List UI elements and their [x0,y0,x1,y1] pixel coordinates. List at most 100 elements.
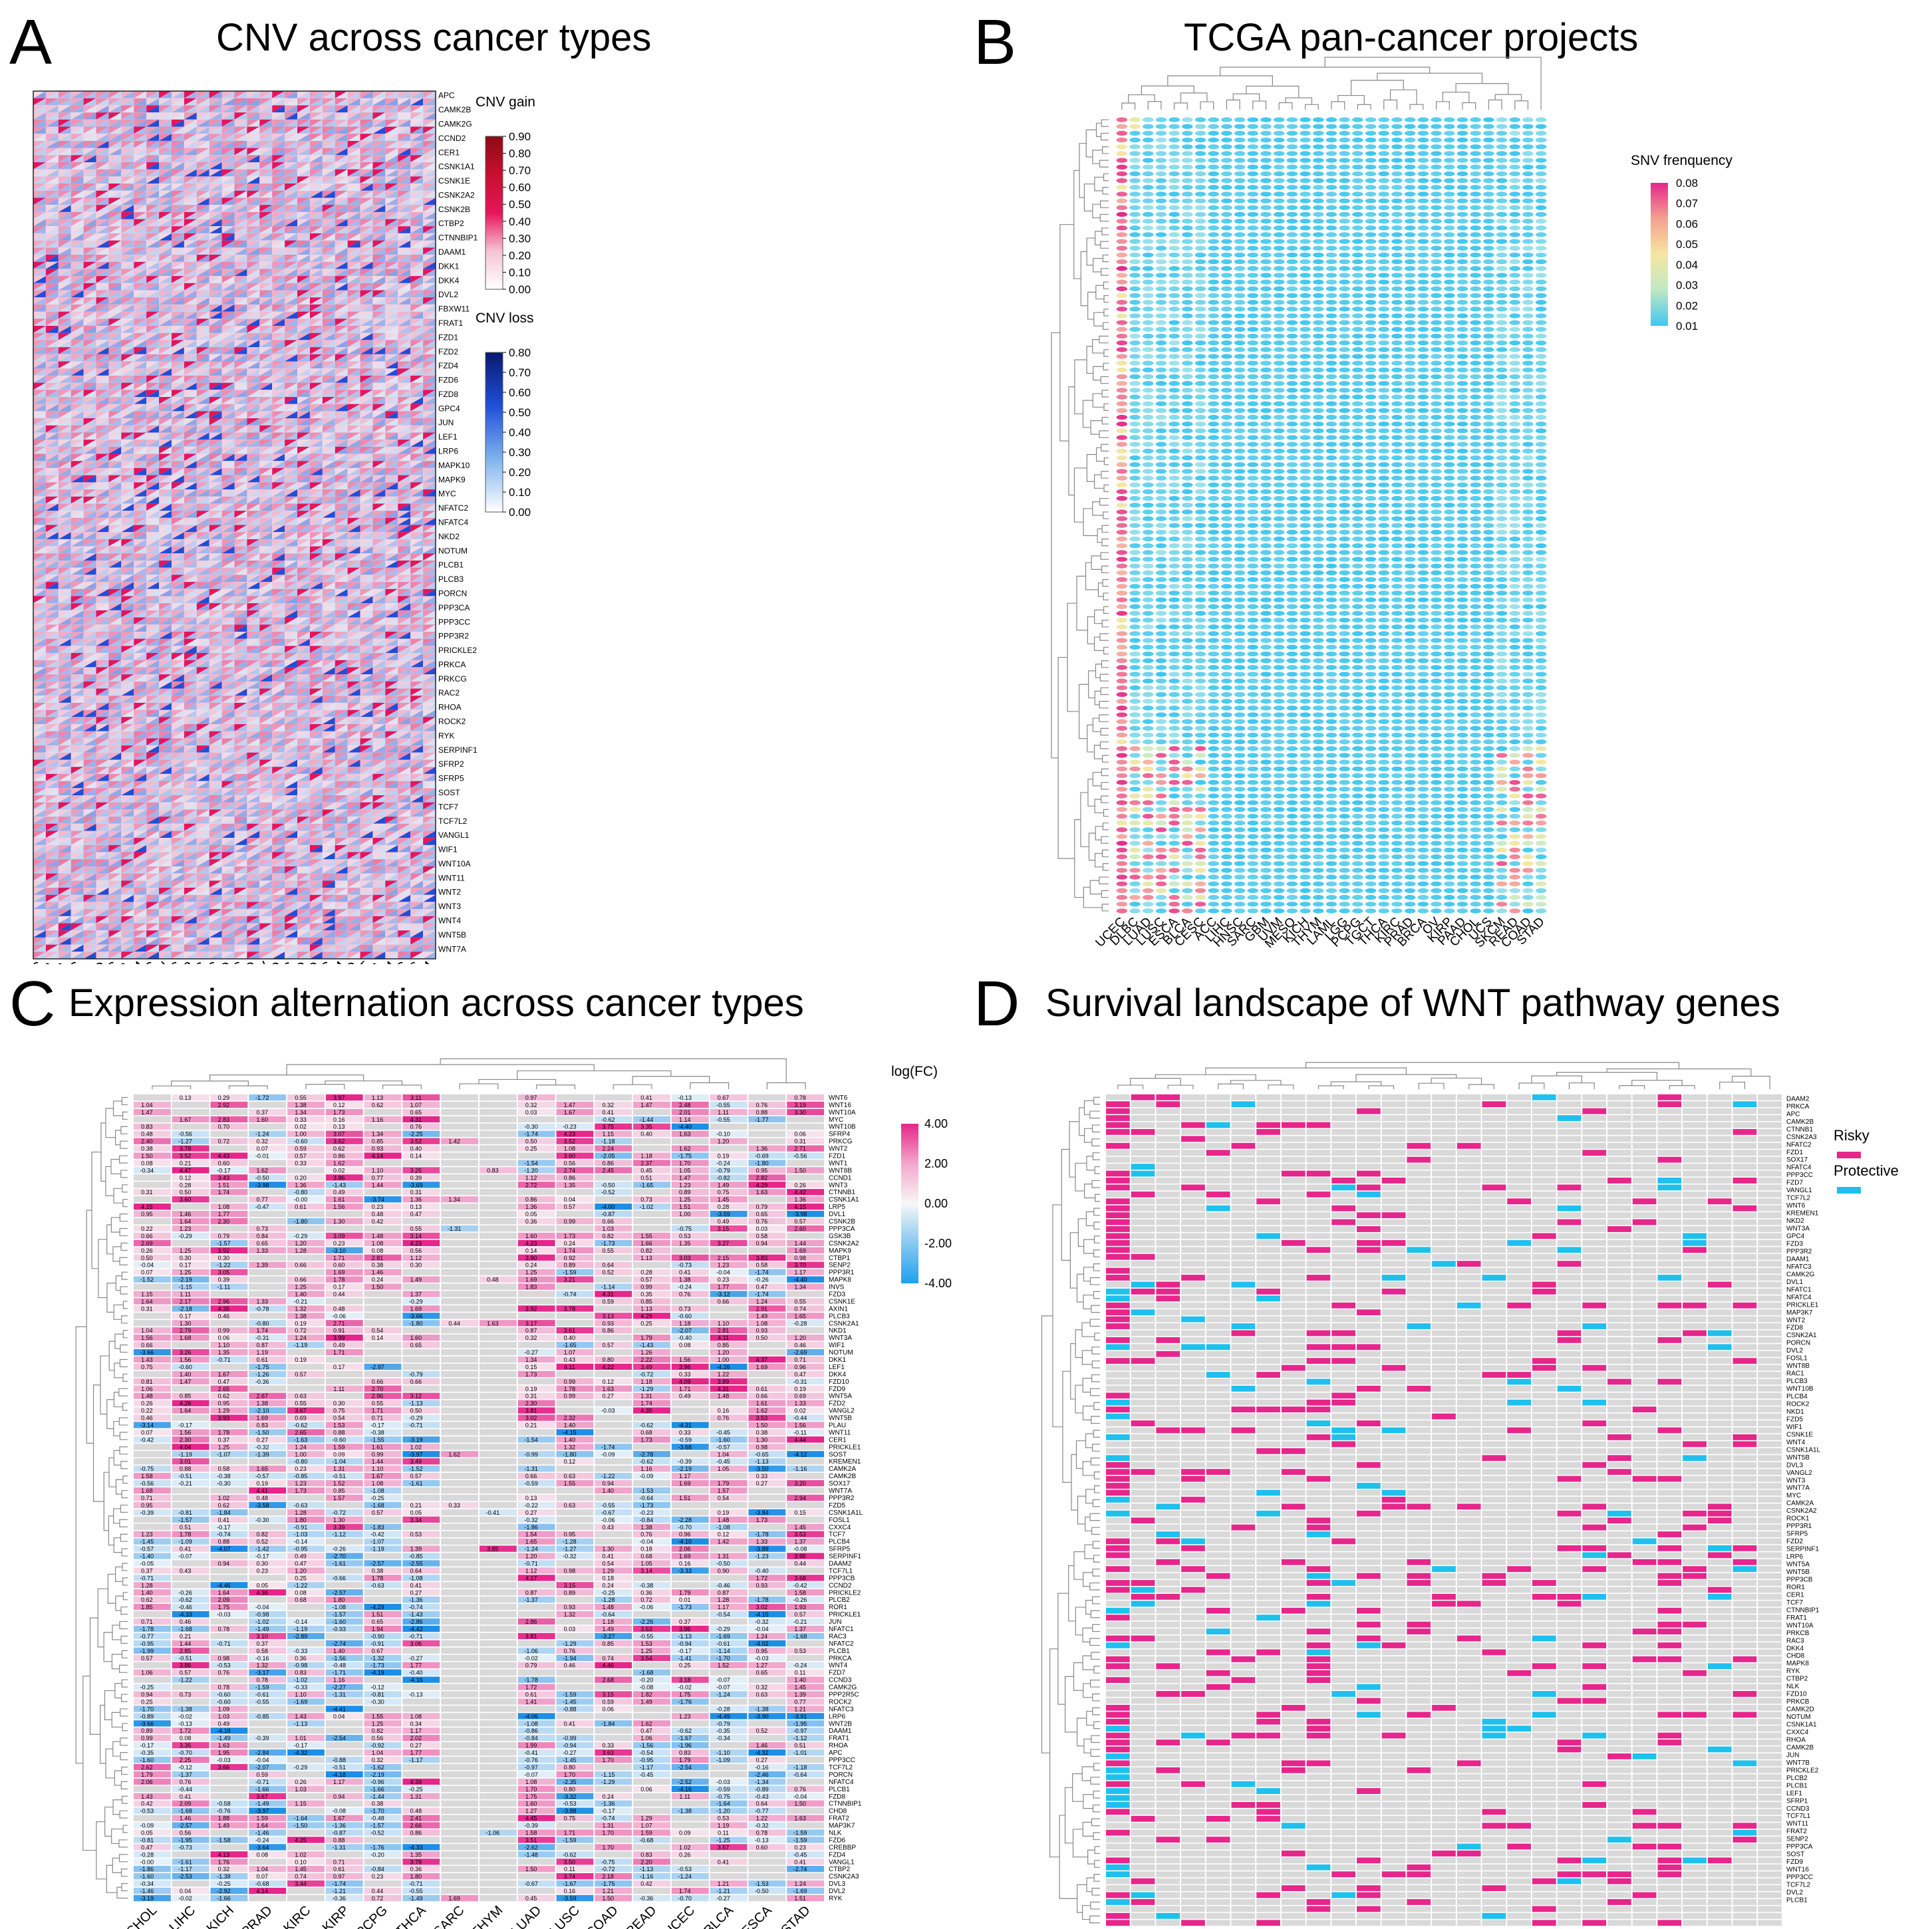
cnv-loss-cell [146,176,160,184]
cnv-gain-cell [134,503,147,511]
cnv-loss-cell [309,211,323,219]
cnv-gain-cell [272,368,285,376]
cnv-gain-cell [121,396,134,404]
cnv-loss-cell [221,190,235,198]
cnv-gain-cell [159,532,172,539]
cnv-gain-cell [234,489,247,497]
cnv-loss-cell [108,489,122,497]
cnv-gain-cell [134,197,147,205]
cnv-loss-cell [423,624,436,632]
cnv-loss-cell [285,261,298,269]
cnv-loss-cell [184,617,197,625]
cnv-loss-cell [259,261,273,269]
cnv-loss-cell [96,112,109,120]
cnv-loss-cell [309,440,323,447]
cnv-loss-cell [221,588,235,596]
cnv-loss-cell [309,247,323,255]
cnv-loss-cell [121,475,134,483]
cnv-gain-cell [372,368,386,376]
cnv-loss-cell [70,184,84,191]
cnv-gain-cell [184,496,197,504]
cnv-loss-cell [372,297,386,305]
cnv-loss-cell [184,283,197,291]
cnv-gain-cell [410,283,424,291]
cnv-gain-cell [58,482,71,490]
cnv-loss-cell [108,197,122,205]
cnv-gain-cell [159,119,172,127]
cnv-gain-cell [209,98,222,106]
cnv-loss-cell [33,325,46,333]
cnv-gain-cell [196,425,209,433]
cnv-loss-cell [196,361,209,369]
cnv-gain-cell [423,610,436,618]
cnv-loss-cell [272,347,285,354]
cnv-gain-cell [221,511,235,518]
cnv-gain-cell [347,140,360,148]
cnv-gain-cell [146,197,160,205]
cnv-loss-cell [410,340,424,348]
cnv-loss-cell [184,546,197,554]
cnv-loss-cell [347,361,360,369]
cnv-gain-cell [159,375,172,383]
cnv-gain-cell [322,610,335,618]
cnv-loss-cell [322,247,335,255]
cnv-loss-cell [285,354,298,362]
cnv-gain-cell [171,603,184,610]
cnv-loss-cell [297,119,310,127]
cnv-gain-cell [347,375,360,383]
cnv-gain-cell [410,610,424,618]
cnv-loss-cell [209,332,222,340]
cnv-loss-cell [83,290,96,298]
cnv-gain-cell [121,511,134,518]
cnv-loss-cell [184,261,197,269]
cnv-loss-cell [272,382,285,390]
cnv-loss-cell [121,140,134,148]
cnv-loss-cell [272,489,285,497]
cnv-loss-cell [285,425,298,433]
cnv-loss-cell [360,418,373,426]
cnv-loss-cell [33,354,46,362]
cnv-loss-cell [45,340,59,348]
cnv-loss-cell [335,134,348,141]
cnv-loss-cell [322,603,335,610]
cnv-loss-cell [398,425,411,433]
cnv-loss-cell [221,475,235,483]
cnv-gain-cell [33,511,46,518]
cnv-loss-cell [83,247,96,255]
cnv-loss-cell [134,140,147,148]
cnv-gain-cell [209,340,222,348]
cnv-loss-cell [297,418,310,426]
cnv-loss-cell [347,503,360,511]
cnv-loss-cell [121,511,134,518]
cnv-gain-cell [410,503,424,511]
cnv-loss-cell [347,91,360,98]
cnv-loss-cell [423,467,436,475]
cnv-gain-cell [285,119,298,127]
cnv-gain-cell [259,489,273,497]
cnv-loss-cell [272,567,285,575]
cnv-loss-cell [385,404,398,412]
cnv-loss-cell [83,532,96,539]
cnv-loss-cell [309,432,323,440]
cnv-loss-cell [423,582,436,589]
cnv-loss-cell [410,112,424,120]
cnv-loss-cell [184,382,197,390]
cnv-gain-cell [360,404,373,412]
cnv-loss-cell [360,140,373,148]
cnv-loss-cell [96,539,109,547]
cnv-gain-cell [58,539,71,547]
cnv-loss-cell [309,467,323,475]
cnv-gain-cell [96,404,109,412]
cnv-loss-cell [209,517,222,525]
cnv-loss-cell [347,517,360,525]
cnv-gain-cell [96,517,109,525]
cnv-gain-cell [221,582,235,589]
cnv-loss-cell [297,169,310,177]
cnv-loss-cell [184,631,197,639]
cnv-gain-cell [285,375,298,383]
cnv-gain-cell [146,404,160,412]
cnv-loss-cell [398,190,411,198]
cnv-loss-cell [297,233,310,241]
cnv-loss-cell [234,304,247,312]
cnv-loss-cell [184,176,197,184]
